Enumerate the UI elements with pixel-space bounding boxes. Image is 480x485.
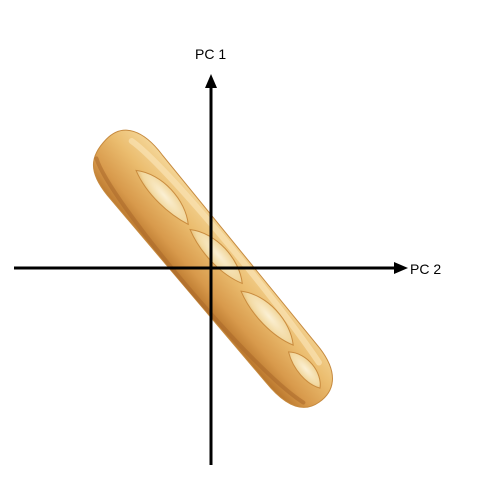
vertical-axis-label: PC 1 — [195, 46, 227, 62]
horizontal-axis-label: PC 2 — [410, 261, 442, 277]
horizontal-axis-arrowhead — [394, 262, 408, 274]
vertical-axis-arrowhead — [205, 74, 217, 88]
axes — [14, 74, 408, 465]
